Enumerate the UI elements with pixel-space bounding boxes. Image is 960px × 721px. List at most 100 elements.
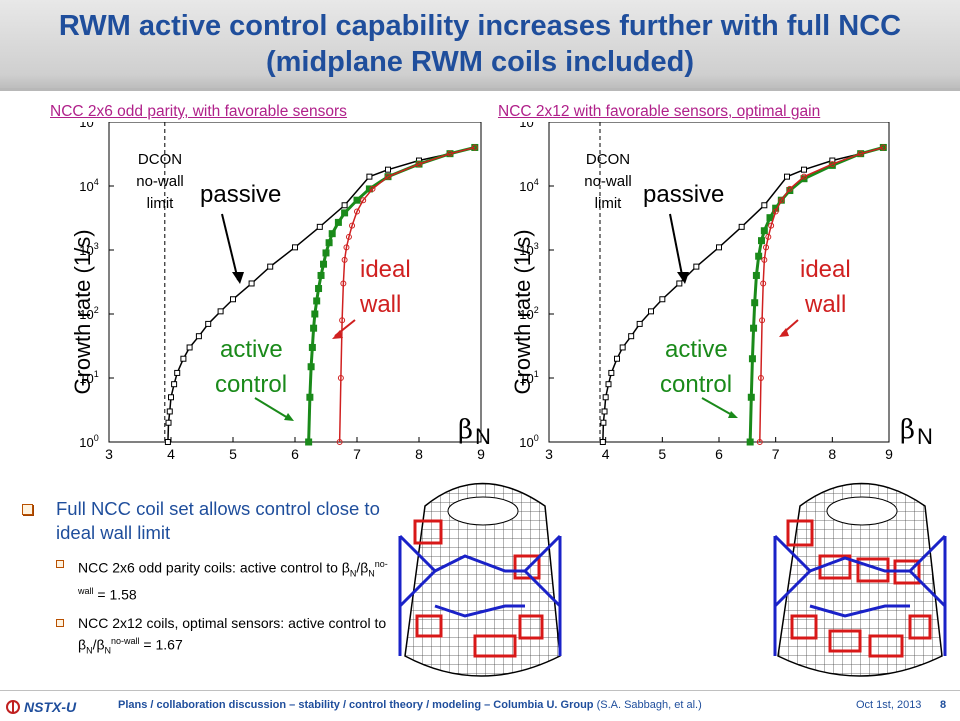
series-line-passive bbox=[602, 146, 884, 443]
vessel-top-opening bbox=[826, 496, 898, 526]
y-tick-label: 102 bbox=[79, 305, 98, 322]
data-point-passive bbox=[601, 408, 608, 415]
series-line-passive bbox=[167, 146, 475, 443]
y-tick-label: 101 bbox=[79, 369, 98, 386]
footer: NSTX-U Plans / collaboration discussion … bbox=[0, 690, 960, 721]
data-point-passive bbox=[166, 408, 173, 415]
sub2-value: = 1.67 bbox=[139, 636, 183, 653]
data-point-active-control bbox=[320, 260, 328, 268]
data-point-passive bbox=[738, 223, 745, 230]
sub2-text: NCC 2x12 coils, optimal sensors: active … bbox=[78, 615, 387, 653]
data-point-active-control bbox=[766, 214, 774, 222]
data-point-active-control bbox=[313, 297, 321, 305]
chart-left: Growth rate (1/s) 3 4 5 6 7 8 9 100 101 102 103 104… bbox=[70, 122, 491, 462]
data-point-active-control bbox=[755, 252, 763, 260]
data-point-ideal-wall bbox=[756, 439, 763, 445]
dcon-label-3: limit bbox=[147, 195, 174, 212]
data-point-active-control bbox=[341, 209, 349, 217]
series-line-ideal-wall bbox=[338, 146, 475, 443]
blue-coils bbox=[773, 534, 947, 656]
sub1-sup: no-wall bbox=[78, 559, 388, 597]
y-tick-label: 104 bbox=[519, 177, 538, 194]
passive-label: passive bbox=[200, 181, 281, 208]
footer-text: Plans / collaboration discussion – stabi… bbox=[118, 699, 702, 711]
plot-frame bbox=[548, 122, 890, 443]
bullet-main: Full NCC coil set allows control close t… bbox=[22, 497, 392, 545]
data-point-passive bbox=[599, 439, 606, 445]
data-point-active-control bbox=[786, 187, 794, 195]
sub1-sub-2: N bbox=[368, 568, 375, 579]
data-point-active-control bbox=[308, 343, 316, 351]
data-point-active-control bbox=[747, 393, 755, 401]
active-label: active bbox=[220, 336, 283, 363]
title-bar: RWM active control capability increases … bbox=[0, 0, 960, 91]
y-tick-label: 104 bbox=[79, 177, 98, 194]
data-point-ideal-wall bbox=[339, 317, 346, 324]
data-point-ideal-wall bbox=[772, 208, 779, 215]
data-point-passive bbox=[608, 369, 615, 376]
data-point-active-control bbox=[334, 218, 342, 226]
data-point-active-control bbox=[306, 393, 314, 401]
data-point-passive bbox=[165, 419, 172, 426]
beta-n-sub: N bbox=[475, 424, 491, 449]
passive-arrowhead bbox=[232, 272, 244, 284]
data-point-passive bbox=[648, 308, 654, 315]
data-point-passive bbox=[164, 439, 171, 445]
data-point-ideal-wall bbox=[471, 144, 478, 151]
data-point-passive bbox=[636, 320, 643, 327]
x-tick-label: 3 bbox=[105, 446, 113, 462]
dcon-label-1: DCON bbox=[138, 151, 182, 168]
active-arrow bbox=[701, 397, 733, 416]
bullet-main-text: Full NCC coil set allows control close t… bbox=[56, 498, 380, 543]
sub2-text-2: /β bbox=[92, 636, 105, 653]
data-point-ideal-wall bbox=[336, 439, 343, 445]
plot-frame bbox=[108, 122, 482, 443]
ideal-label-2: wall bbox=[359, 291, 401, 318]
data-point-passive bbox=[174, 369, 181, 376]
data-point-passive bbox=[316, 223, 323, 230]
data-point-ideal-wall bbox=[369, 185, 376, 192]
data-point-passive bbox=[180, 355, 187, 362]
data-point-passive bbox=[217, 308, 224, 315]
beta-n-label: β bbox=[900, 415, 915, 445]
active-arrowhead bbox=[284, 413, 294, 421]
passive-arrowhead bbox=[677, 272, 689, 284]
data-point-passive bbox=[693, 263, 700, 270]
footer-org-text: NSTX-U bbox=[24, 699, 77, 715]
data-point-active-control bbox=[746, 438, 754, 446]
slide-title: RWM active control capability increases … bbox=[58, 10, 902, 78]
data-point-passive bbox=[614, 355, 620, 362]
x-tick-label: 8 bbox=[415, 446, 423, 462]
data-point-active-control bbox=[311, 310, 319, 318]
data-point-passive bbox=[186, 344, 193, 351]
data-point-passive bbox=[205, 320, 212, 327]
series-line-ideal-wall bbox=[759, 146, 884, 443]
x-tick-label: 9 bbox=[477, 446, 485, 462]
series-group bbox=[599, 143, 887, 446]
x-tick-label: 4 bbox=[602, 446, 610, 462]
data-point-ideal-wall bbox=[447, 150, 453, 157]
sub1-text-2: /β bbox=[356, 559, 369, 576]
y-tick-label: 103 bbox=[519, 241, 538, 258]
data-point-active-control bbox=[317, 271, 325, 279]
data-point-active-control bbox=[353, 196, 361, 204]
data-point-ideal-wall bbox=[857, 150, 864, 157]
data-point-active-control bbox=[307, 363, 315, 371]
data-point-ideal-wall bbox=[341, 256, 348, 263]
passive-label: passive bbox=[643, 181, 724, 208]
panel-right-title: NCC 2x12 with favorable sensors, optimal… bbox=[498, 103, 821, 120]
sub-bullet-marker-icon bbox=[56, 560, 64, 568]
passive-arrow bbox=[669, 213, 684, 281]
bullet-marker-icon bbox=[22, 504, 33, 515]
y-tick-label: 102 bbox=[519, 305, 538, 322]
blue-coils bbox=[398, 534, 562, 656]
x-tick-label: 7 bbox=[353, 446, 361, 462]
data-point-passive bbox=[230, 296, 236, 303]
data-point-active-control bbox=[750, 324, 758, 332]
x-tick-label: 4 bbox=[167, 446, 175, 462]
data-point-passive bbox=[366, 173, 373, 180]
data-point-active-control bbox=[752, 271, 760, 279]
bullet-list: Full NCC coil set allows control close t… bbox=[22, 497, 392, 660]
beta-n-label: β bbox=[458, 415, 473, 445]
data-point-ideal-wall bbox=[345, 233, 352, 240]
